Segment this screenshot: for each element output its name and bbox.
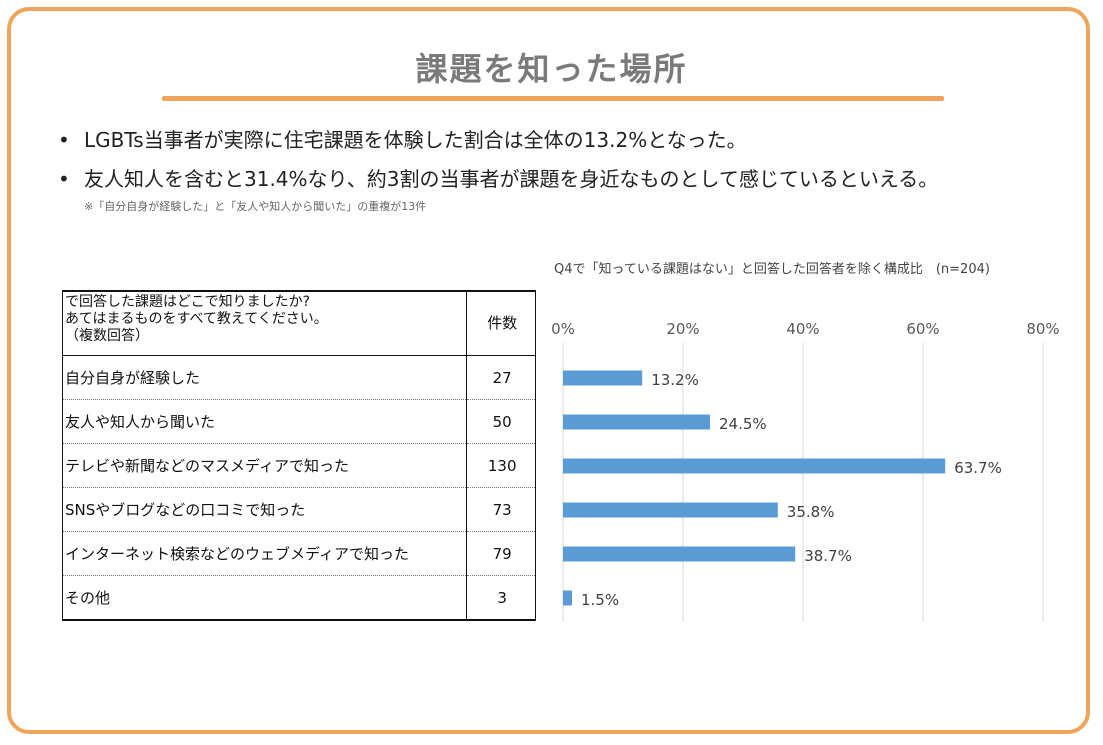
table-row: 自分自身が経験した 27: [61, 355, 536, 400]
table-header-row: で回答した課題はどこで知りましたか? あてはまるものをすべて教えてください。 （…: [61, 290, 536, 356]
row-count: 3: [466, 575, 536, 621]
row-count: 27: [466, 355, 536, 400]
row-count: 130: [466, 443, 536, 488]
row-label: インターネット検索などのウェブメディアで知った: [61, 531, 468, 576]
table-row: 友人や知人から聞いた 50: [61, 399, 536, 444]
bar-data-label: 13.2%: [651, 371, 699, 389]
bullet-1: • LGBTs当事者が実際に住宅課題を体験した割合は全体の13.2%となった。: [58, 124, 747, 153]
bar: [563, 458, 946, 474]
question-header: で回答した課題はどこで知りましたか? あてはまるものをすべて教えてください。 （…: [61, 290, 468, 356]
question-line-2: あてはまるものをすべて教えてください。: [65, 311, 328, 327]
row-count: 50: [466, 399, 536, 444]
bullet-2: • 友人知人を含むと31.4%なり、約3割の当事者が課題を身近なものとして感じてい…: [58, 163, 938, 192]
survey-table: で回答した課題はどこで知りましたか? あてはまるものをすべて教えてください。 （…: [61, 290, 536, 621]
row-label: その他: [61, 575, 468, 621]
bullet-dot: •: [58, 128, 70, 152]
axis-tick-label: 60%: [906, 320, 939, 338]
bar-data-label: 35.8%: [787, 503, 835, 521]
overlap-note: ※「自分自身が経験した」と「友人や知人から聞いた」の重複が13件: [84, 200, 427, 213]
axis-tick-label: 20%: [666, 320, 699, 338]
table-row: インターネット検索などのウェブメディアで知った 79: [61, 531, 536, 576]
table-row: テレビや新聞などのマスメディアで知った 130: [61, 443, 536, 488]
bar-data-label: 24.5%: [719, 415, 767, 433]
row-label: SNSやブログなどの口コミで知った: [61, 487, 468, 532]
bar-data-label: 63.7%: [954, 459, 1002, 477]
row-count: 73: [466, 487, 536, 532]
row-label: 自分自身が経験した: [61, 355, 468, 400]
row-label: 友人や知人から聞いた: [61, 399, 468, 444]
question-line-1: で回答した課題はどこで知りましたか?: [65, 294, 311, 310]
row-label: テレビや新聞などのマスメディアで知った: [61, 443, 468, 488]
bar-data-label: 1.5%: [581, 591, 619, 609]
slide-title: 課題を知った場所: [415, 50, 688, 88]
bar-data-label: 38.7%: [804, 547, 852, 565]
axis-tick-label: 0%: [551, 320, 575, 338]
bullet-2-text: 友人知人を含むと31.4%なり、約3割の当事者が課題を身近なものとして感じている…: [84, 167, 939, 191]
bullet-1-text: LGBTs当事者が実際に住宅課題を体験した割合は全体の13.2%となった。: [84, 128, 747, 152]
table-row: SNSやブログなどの口コミで知った 73: [61, 487, 536, 532]
bar: [563, 546, 796, 562]
axis-tick-label: 40%: [786, 320, 819, 338]
bullet-dot: •: [58, 167, 70, 191]
bar: [563, 414, 710, 430]
chart-note: Q4で「知っている課題はない」と回答した回答者を除く構成比 (n=204): [554, 262, 990, 277]
table-row: その他 3: [61, 575, 536, 621]
bar: [563, 502, 778, 518]
axis-tick-label: 80%: [1026, 320, 1059, 338]
bar: [563, 590, 572, 606]
bar: [563, 370, 643, 386]
title-underline: [162, 96, 944, 101]
question-line-3: （複数回答）: [65, 328, 149, 344]
count-header: 件数: [466, 290, 536, 356]
row-count: 79: [466, 531, 536, 576]
